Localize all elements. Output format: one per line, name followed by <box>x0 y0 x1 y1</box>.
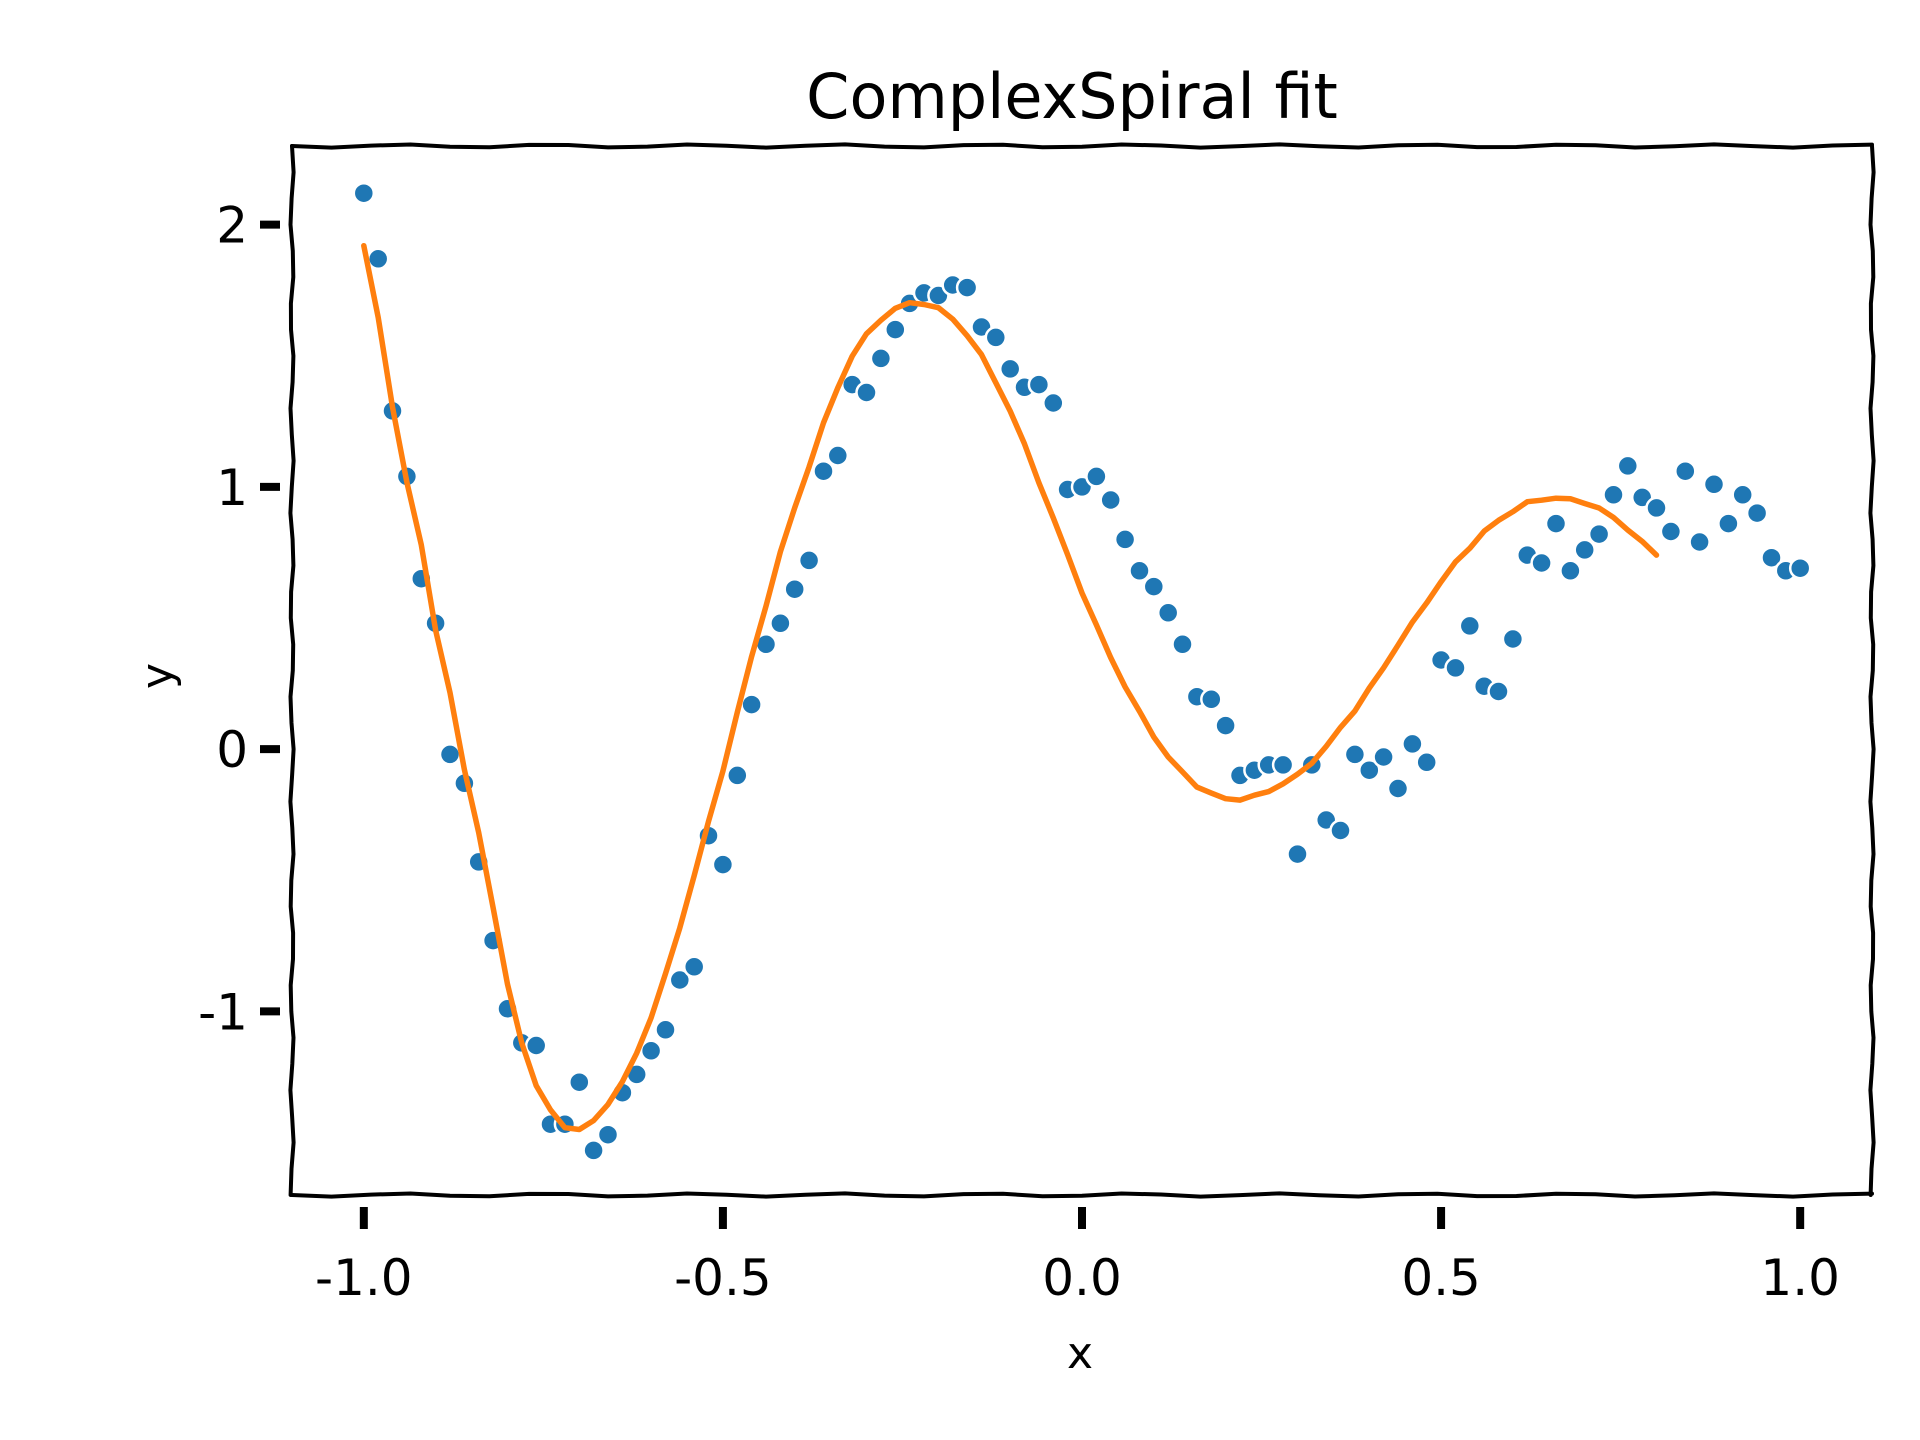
data-point <box>1142 575 1166 598</box>
data-point <box>984 326 1008 349</box>
axis-frame-bottom <box>290 1191 1874 1199</box>
plot-area <box>288 142 1876 1199</box>
data-point <box>869 347 893 370</box>
axis-ticks: -1.0 -0.5 0.0 0.5 1.0 -1 0 1 2 <box>198 197 1840 1307</box>
data-point <box>1544 512 1568 535</box>
data-point <box>682 955 706 979</box>
data-point <box>1573 538 1596 562</box>
data-point <box>998 357 1022 381</box>
data-point <box>1602 483 1625 507</box>
data-point <box>668 968 692 992</box>
data-point <box>1501 627 1525 651</box>
data-point <box>524 1034 548 1057</box>
data-point <box>1099 488 1122 512</box>
data-point <box>1674 459 1697 483</box>
x-tick-label: 0.5 <box>1401 1249 1481 1307</box>
data-point <box>1688 530 1711 554</box>
data-point <box>1027 373 1051 396</box>
data-point <box>1487 680 1510 703</box>
data-point <box>1343 743 1367 766</box>
data-point <box>1386 777 1410 800</box>
data-point <box>1286 842 1309 866</box>
scatter-series <box>352 181 1812 1162</box>
data-point <box>1645 496 1668 520</box>
fit-line <box>361 242 1660 1133</box>
x-tick-label: -1.0 <box>315 1249 413 1307</box>
y-axis-label: y <box>132 663 183 689</box>
data-point <box>438 743 462 766</box>
data-point <box>1113 528 1137 551</box>
x-axis-label: x <box>1067 1328 1093 1379</box>
x-tick-label: 1.0 <box>1760 1249 1840 1307</box>
data-point <box>1559 559 1582 583</box>
data-point <box>596 1123 620 1146</box>
data-point <box>955 276 979 299</box>
data-point <box>639 1039 663 1063</box>
y-tick-label: 0 <box>216 721 248 779</box>
data-point <box>711 853 735 876</box>
data-point <box>1042 391 1065 415</box>
chart-title: ComplexSpiral fit <box>806 60 1338 133</box>
data-point <box>1702 473 1726 496</box>
data-point <box>1788 556 1812 580</box>
data-point <box>797 549 821 572</box>
data-point <box>1358 758 1381 782</box>
data-point <box>726 764 749 787</box>
data-point <box>1085 465 1108 488</box>
data-point <box>1444 656 1467 680</box>
y-tick-label: 1 <box>216 459 248 517</box>
data-point <box>1530 551 1553 575</box>
data-point <box>1745 501 1769 525</box>
y-tick-label: 2 <box>216 197 248 255</box>
axis-frame-right <box>1868 144 1876 1197</box>
axis-frame-left <box>288 144 296 1197</box>
data-point <box>1458 614 1482 638</box>
data-point <box>783 577 806 601</box>
x-tick-label: -0.5 <box>674 1249 772 1307</box>
data-point <box>1731 483 1754 507</box>
data-point <box>1415 751 1438 774</box>
data-point <box>1271 753 1295 777</box>
data-point <box>1587 522 1611 546</box>
x-tick-label: 0.0 <box>1042 1249 1122 1307</box>
data-point <box>1329 819 1352 842</box>
data-point <box>1760 546 1783 569</box>
data-point <box>352 181 376 205</box>
data-point <box>1156 601 1180 625</box>
data-point <box>582 1139 605 1162</box>
data-point <box>568 1070 591 1094</box>
data-point <box>740 693 763 716</box>
data-point <box>855 381 878 404</box>
data-point <box>1616 454 1640 478</box>
data-point <box>1372 745 1395 769</box>
data-point <box>1401 732 1424 756</box>
data-point <box>1171 633 1194 656</box>
fit-line-series <box>361 242 1660 1133</box>
data-point <box>884 318 907 341</box>
data-point <box>654 1018 677 1042</box>
y-tick-label: -1 <box>198 983 248 1041</box>
data-point <box>812 459 835 483</box>
data-point <box>1200 688 1223 711</box>
data-point <box>769 612 792 635</box>
data-point <box>1214 714 1237 737</box>
data-point <box>1659 520 1683 543</box>
data-point <box>826 444 850 467</box>
axis-frame-top <box>290 142 1874 150</box>
data-point <box>366 247 390 271</box>
data-point <box>1717 512 1740 535</box>
data-point <box>1128 559 1151 583</box>
